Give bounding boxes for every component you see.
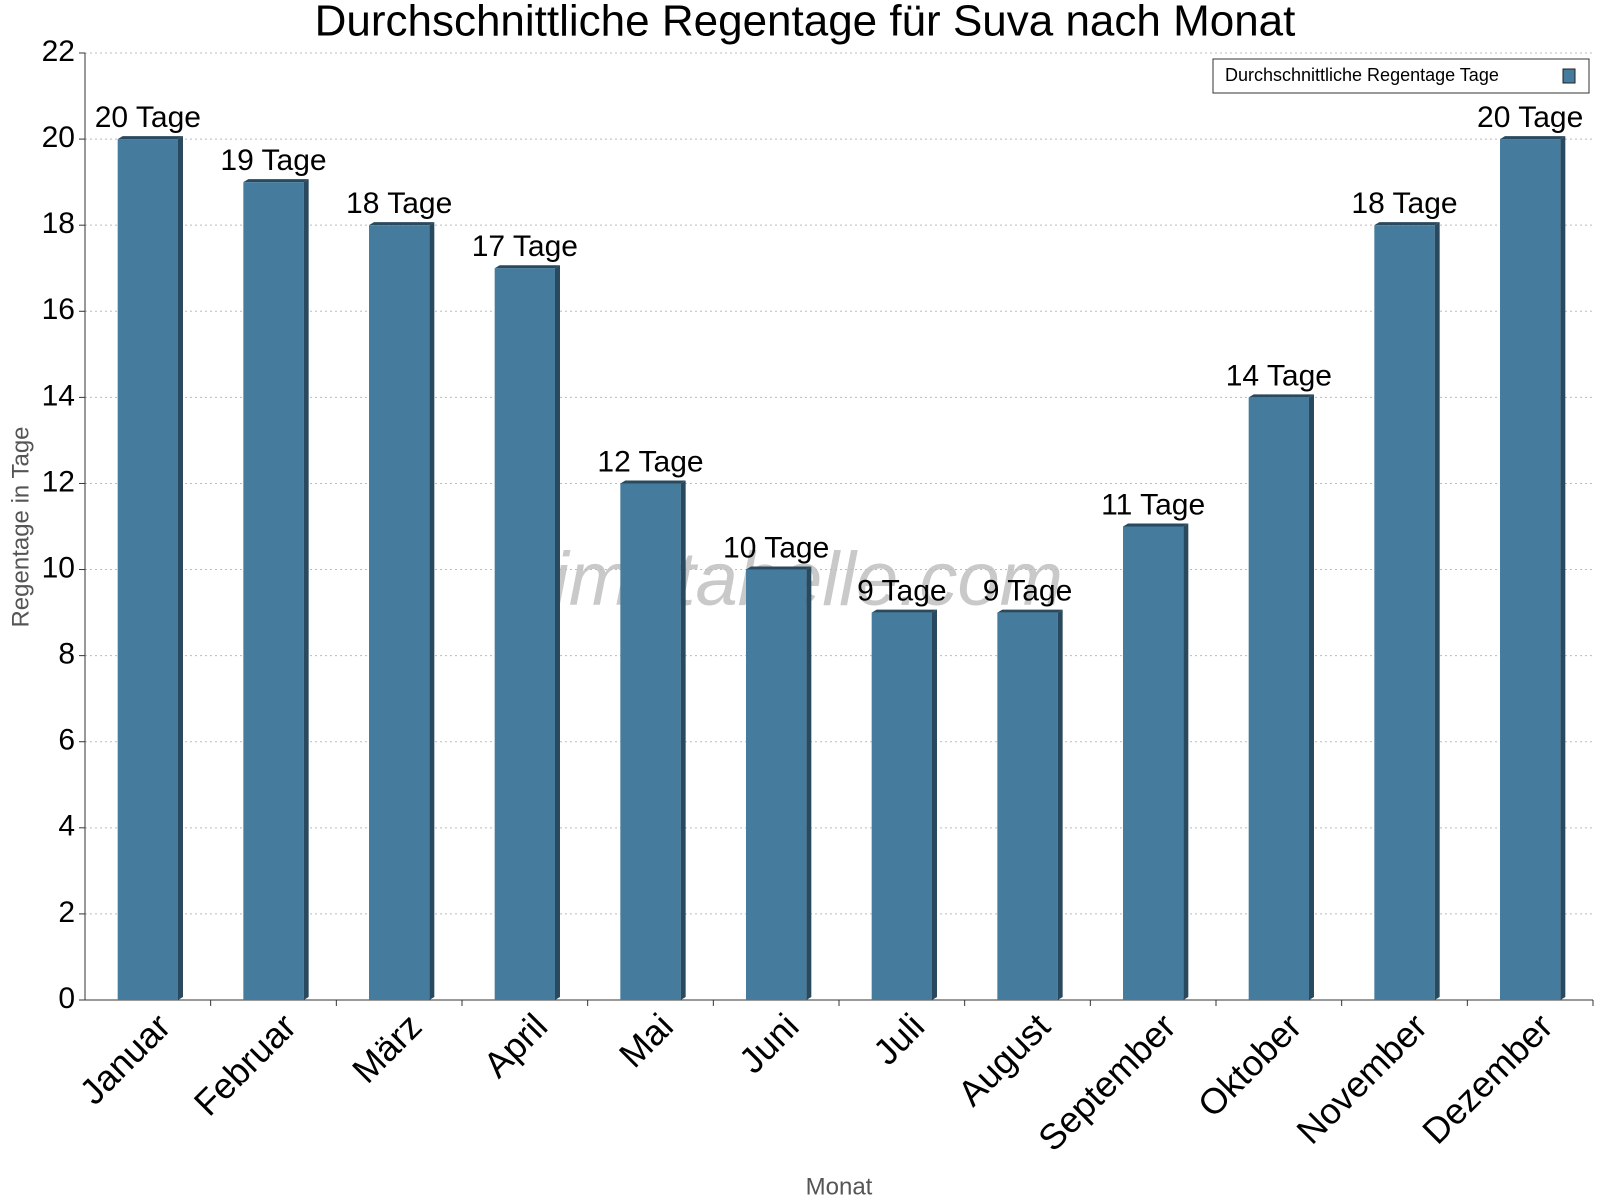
bar xyxy=(746,569,807,1000)
y-tick-label: 0 xyxy=(58,982,75,1015)
value-label: 11 Tage xyxy=(1101,488,1205,521)
bar-side xyxy=(931,609,937,1000)
bar xyxy=(1123,526,1184,1000)
x-tick-label: Februar xyxy=(186,1005,304,1123)
x-axis-label: Monat xyxy=(806,1173,873,1200)
legend-swatch xyxy=(1562,68,1576,84)
bar xyxy=(871,612,932,1000)
y-tick-label: 6 xyxy=(58,724,75,757)
bar-side xyxy=(303,179,309,1001)
bar xyxy=(620,483,681,1000)
legend: Durchschnittliche Regentage Tage xyxy=(1212,58,1590,94)
legend-box xyxy=(1212,58,1590,94)
bar-top xyxy=(1123,523,1189,527)
bar xyxy=(369,225,430,1000)
value-label: 18 Tage xyxy=(1351,187,1457,220)
bar-side xyxy=(680,480,686,1000)
bar-side xyxy=(1308,394,1314,1000)
x-tick-label: April xyxy=(475,1005,555,1085)
bar-top xyxy=(494,265,560,269)
bar-side xyxy=(554,265,560,1000)
bar-side xyxy=(1434,222,1440,1000)
bar-side xyxy=(1560,136,1566,1000)
value-label: 20 Tage xyxy=(1477,101,1583,134)
value-label: 9 Tage xyxy=(857,575,947,608)
bar-top xyxy=(1374,222,1440,226)
value-label: 10 Tage xyxy=(723,531,829,564)
x-tick-label: Dezember xyxy=(1414,1005,1560,1151)
value-label: 18 Tage xyxy=(346,187,452,220)
legend-label: Durchschnittliche Regentage Tage xyxy=(1225,65,1499,85)
value-label: 12 Tage xyxy=(597,445,703,478)
bar xyxy=(1374,225,1435,1000)
y-tick-label: 18 xyxy=(42,207,75,240)
bar xyxy=(494,268,555,1000)
value-label: 17 Tage xyxy=(472,230,578,263)
bar xyxy=(1500,139,1561,1000)
chart-title: Durchschnittliche Regentage für Suva nac… xyxy=(315,0,1296,46)
y-tick-label: 8 xyxy=(58,638,75,671)
bar xyxy=(1248,397,1309,1000)
bar-top xyxy=(1248,394,1314,398)
value-label: 19 Tage xyxy=(220,144,326,177)
bar-top xyxy=(1500,136,1566,140)
bar-side xyxy=(429,222,435,1000)
value-label: 14 Tage xyxy=(1226,359,1332,392)
y-tick-label: 4 xyxy=(58,810,75,843)
x-tick-label: Oktober xyxy=(1190,1005,1310,1125)
bar-side xyxy=(806,566,812,1000)
bar-top xyxy=(243,179,309,183)
bar-side xyxy=(177,136,183,1000)
value-label: 20 Tage xyxy=(95,101,201,134)
y-axis-label: Regentage in Tage xyxy=(7,426,34,627)
bar xyxy=(997,612,1058,1000)
y-tick-label: 14 xyxy=(42,379,75,412)
x-tick-label: Januar xyxy=(71,1005,178,1112)
value-label: 9 Tage xyxy=(983,575,1073,608)
y-tick-label: 16 xyxy=(42,293,75,326)
bar-side xyxy=(1183,523,1189,1000)
y-tick-label: 2 xyxy=(58,896,75,929)
y-tick-label: 10 xyxy=(42,551,75,584)
x-tick-label: November xyxy=(1288,1005,1434,1151)
bar-side xyxy=(1057,609,1063,1000)
bar-top xyxy=(620,480,686,484)
bar-top xyxy=(746,566,812,570)
x-tick-label: Mai xyxy=(611,1005,681,1075)
y-tick-label: 22 xyxy=(42,35,75,68)
bar xyxy=(243,182,304,1001)
x-tick-label: September xyxy=(1030,1005,1184,1159)
bar xyxy=(117,139,178,1000)
x-tick-label: März xyxy=(344,1005,430,1091)
bar-top xyxy=(117,136,183,140)
x-tick-label: Juni xyxy=(731,1005,807,1081)
bar-top xyxy=(369,222,435,226)
x-tick-label: August xyxy=(950,1005,1058,1113)
y-tick-label: 12 xyxy=(42,465,75,498)
bar-top xyxy=(871,609,937,613)
bar-top xyxy=(997,609,1063,613)
x-tick-label: Juli xyxy=(865,1005,932,1072)
y-tick-label: 20 xyxy=(42,121,75,154)
